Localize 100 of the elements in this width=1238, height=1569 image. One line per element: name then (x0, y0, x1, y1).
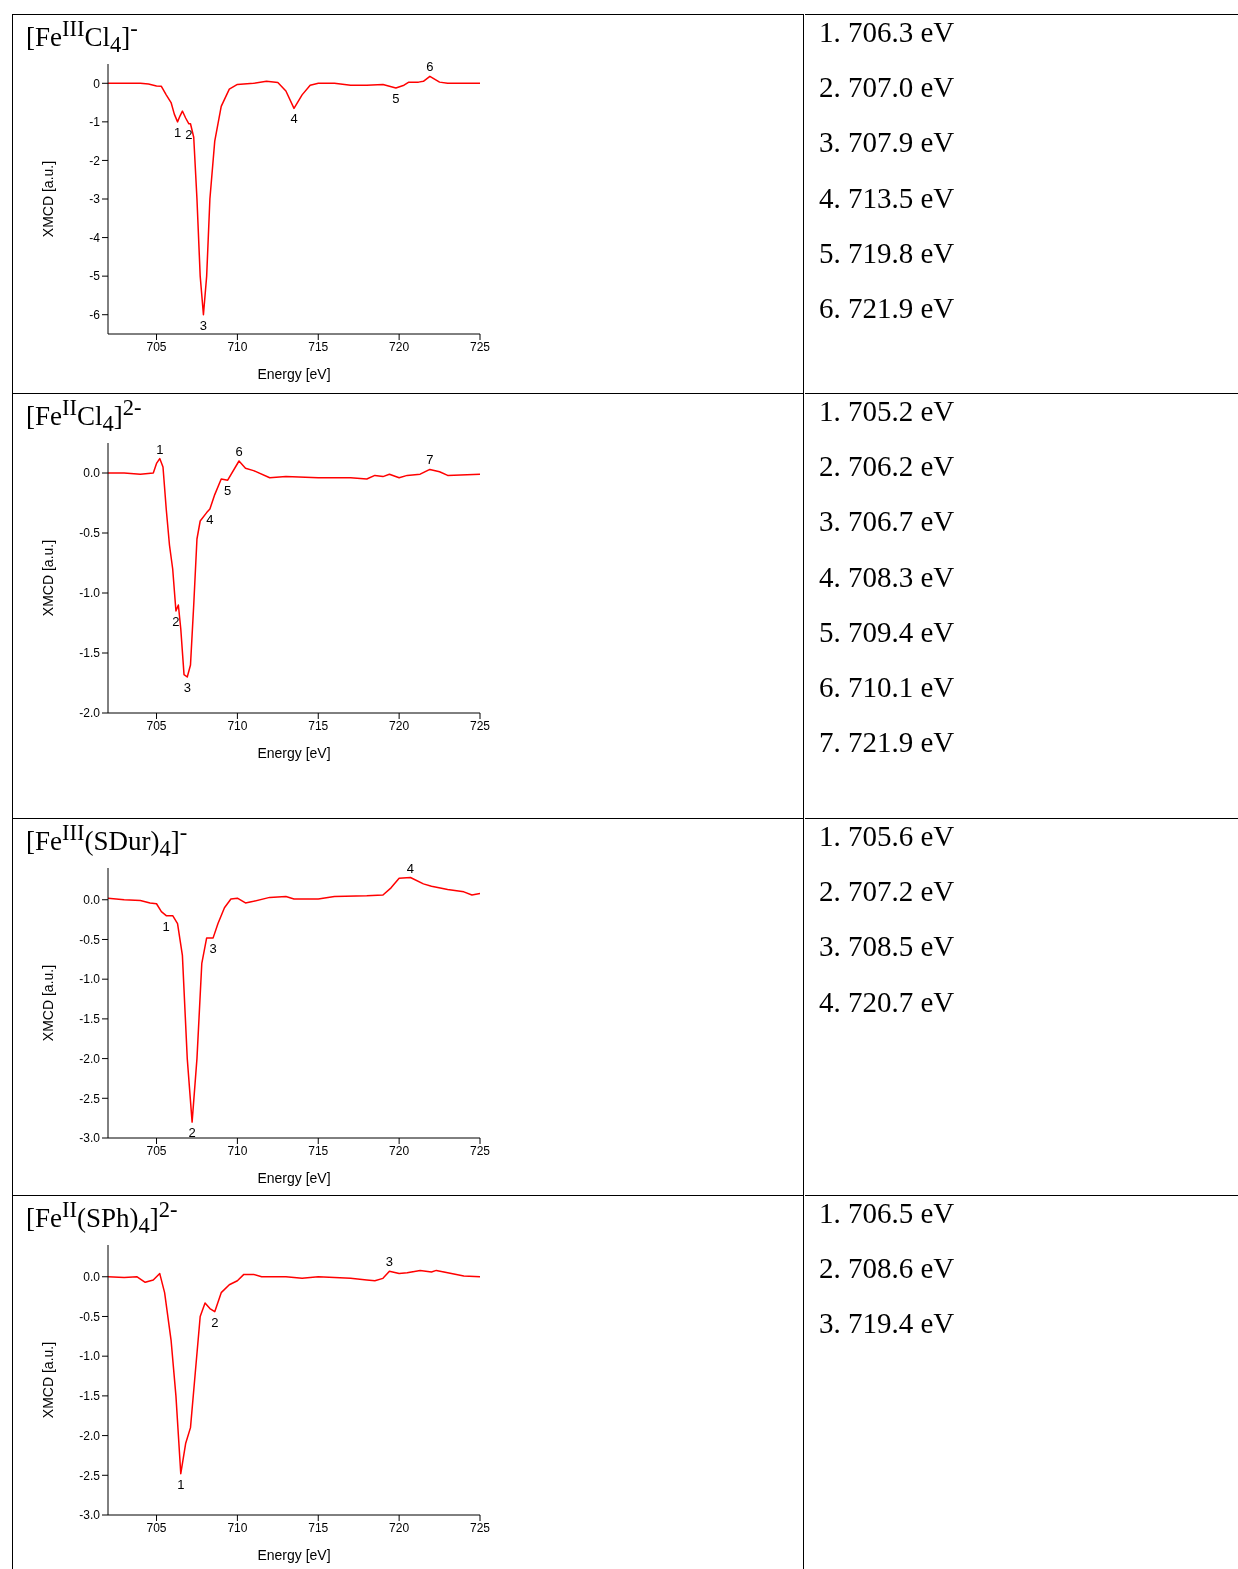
y-tick-label: -1.0 (79, 1349, 101, 1364)
annotation: 4 (206, 512, 214, 527)
annotation: 3 (385, 1254, 394, 1270)
annotation: 2 (185, 126, 193, 142)
y-tick-label: -1.0 (79, 586, 101, 601)
annotation: 7 (426, 452, 434, 468)
text: 1. 705.6 eV (819, 820, 955, 853)
x-tick-label: 705 (146, 339, 167, 354)
y-tick-label: -6 (89, 307, 101, 322)
x-tick-label: 720 (389, 1520, 410, 1535)
annotation: 2 (188, 1125, 196, 1141)
x-tick-label: 715 (308, 718, 329, 733)
text: 1. 706.3 eV (819, 16, 955, 49)
y-axis-title: XMCD [a.u.] (39, 1341, 56, 1419)
text: 7. 721.9 eV (819, 726, 955, 760)
annotation: 4 (290, 111, 298, 127)
x-axis-title: Energy [eV] (257, 1170, 331, 1186)
x-tick-label: 715 (308, 1143, 329, 1158)
line-series (108, 457, 480, 678)
annotation: 1 (177, 1476, 185, 1492)
x-tick-label: 715 (308, 339, 329, 354)
y-tick-label: -2.5 (79, 1468, 101, 1483)
y-axis-title: XMCD [a.u.] (39, 160, 56, 238)
annotation: 5 (392, 90, 400, 106)
x-tick-label: 705 (146, 718, 167, 733)
x-tick-label: 705 (146, 1143, 167, 1158)
text: 6. 721.9 eV (819, 292, 955, 325)
y-tick-label: -2.0 (79, 1428, 101, 1443)
y-tick-label: -5 (89, 269, 101, 284)
x-tick-label: 710 (227, 1520, 248, 1535)
x-axis-title: Energy [eV] (257, 745, 331, 761)
x-tick-label: 725 (469, 718, 491, 733)
annotation: 2 (211, 1314, 219, 1330)
x-tick-label: 725 (469, 339, 491, 354)
y-tick-label: 0.0 (83, 466, 101, 481)
y-tick-label: 0.0 (83, 893, 101, 908)
y-axis-title: XMCD [a.u.] (39, 539, 56, 617)
x-tick-label: 725 (469, 1520, 491, 1535)
text: 4. 713.5 eV (819, 181, 955, 215)
chart-title: [Fe$^{III}$(SDur)$_{4}$]$^{-}$ (26, 820, 188, 863)
x-axis-title: Energy [eV] (257, 366, 331, 382)
x-tick-label: 720 (389, 339, 410, 354)
text: 2. 706.2 eV (819, 450, 955, 484)
x-tick-label: 710 (227, 339, 248, 354)
annotation: 4 (406, 860, 415, 876)
text: 1. 705.2 eV (819, 395, 955, 428)
text: 5. 719.8 eV (819, 236, 955, 270)
y-tick-label: -0.5 (79, 932, 101, 947)
annotation: 2 (172, 614, 180, 629)
x-tick-label: 710 (227, 1143, 248, 1158)
text: 4. 720.7 eV (819, 985, 955, 1019)
annotation: 6 (426, 59, 434, 75)
text: 2. 708.6 eV (819, 1252, 955, 1286)
text: 6. 710.1 eV (819, 671, 955, 704)
annotation: 1 (173, 124, 182, 140)
text: 5. 709.4 eV (819, 615, 955, 649)
y-tick-label: -4 (89, 230, 101, 245)
y-tick-label: -3.0 (79, 1131, 101, 1146)
line-series (108, 75, 480, 316)
x-tick-label: 725 (469, 1143, 491, 1158)
annotation: 5 (224, 483, 232, 499)
text: 3. 708.5 eV (819, 930, 955, 964)
chart-title: [Fe$^{II}$(SPh)$_{4}$]$^{2-}$ (26, 1197, 178, 1240)
text: 1. 706.5 eV (819, 1197, 955, 1230)
x-axis-title: Energy [eV] (257, 1547, 331, 1563)
y-tick-label: -1.5 (79, 1389, 101, 1404)
annotation: 3 (199, 317, 208, 333)
y-tick-label: -2.0 (79, 1051, 101, 1066)
x-tick-label: 705 (146, 1520, 167, 1535)
line-series (108, 1269, 480, 1475)
y-tick-label: -2.0 (79, 706, 101, 721)
text: 2. 707.0 eV (819, 71, 955, 105)
x-tick-label: 710 (227, 718, 248, 733)
y-tick-label: -3.0 (79, 1508, 101, 1523)
chart-title: [Fe$^{II}$Cl$_{4}$]$^{2-}$ (26, 395, 142, 438)
x-tick-label: 715 (308, 1520, 329, 1535)
y-tick-label: -1 (89, 115, 101, 130)
y-tick-label: -3 (89, 192, 101, 207)
annotation: 1 (162, 918, 170, 934)
annotation: 6 (235, 444, 243, 459)
line-series (108, 876, 480, 1123)
y-tick-label: -0.5 (79, 1309, 101, 1324)
y-tick-label: -2.5 (79, 1091, 101, 1106)
x-tick-label: 720 (389, 1143, 410, 1158)
text: 4. 708.3 eV (819, 560, 955, 594)
y-tick-label: -2 (89, 153, 101, 168)
text: 3. 706.7 eV (819, 505, 955, 539)
text: 2. 707.2 eV (819, 875, 955, 909)
y-tick-label: -1.0 (79, 972, 101, 987)
y-tick-label: 0.0 (83, 1270, 101, 1285)
y-tick-label: -1.5 (79, 1012, 101, 1027)
annotation: 3 (183, 680, 191, 695)
y-tick-label: 0 (93, 76, 101, 91)
annotation: 3 (209, 940, 217, 956)
x-tick-label: 720 (389, 718, 410, 733)
y-tick-label: -0.5 (79, 526, 101, 541)
annotation: 1 (156, 441, 164, 457)
chart-title: [Fe$^{III}$Cl$_{4}$]$^{-}$ (26, 16, 138, 59)
y-axis-title: XMCD [a.u.] (39, 964, 56, 1042)
text: 3. 707.9 eV (819, 126, 955, 160)
